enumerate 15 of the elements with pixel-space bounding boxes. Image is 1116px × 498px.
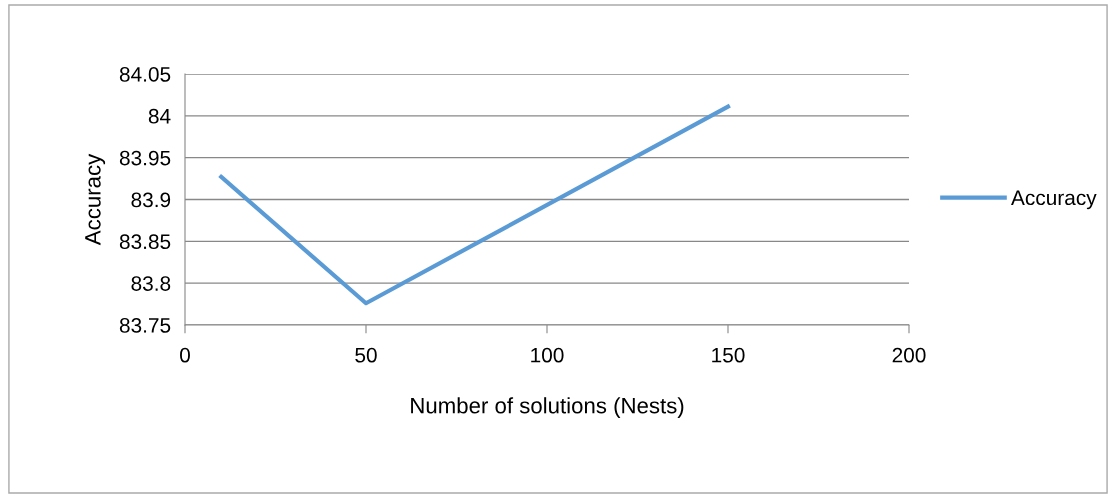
x-tick-label: 100 [531, 347, 564, 363]
y-tick-label: 83.95 [119, 150, 171, 166]
y-tick-label: 84 [148, 108, 171, 124]
x-axis-title: Number of solutions (Nests) [411, 397, 684, 418]
x-tick-label: 0 [180, 347, 190, 363]
x-tick-label: 150 [712, 347, 745, 363]
y-axis-title: Accuracy [85, 153, 106, 246]
y-tick-label: 84.05 [119, 67, 171, 82]
x-tick-label: 50 [355, 347, 377, 363]
x-tick-label: 200 [892, 347, 926, 363]
y-tick-label: 83.85 [119, 234, 171, 250]
y-tick-label: 83.75 [119, 318, 171, 333]
legend-label: Accuracy [1011, 190, 1097, 210]
y-tick-label: 83.9 [131, 192, 171, 208]
y-tick-label: 83.8 [131, 276, 171, 291]
